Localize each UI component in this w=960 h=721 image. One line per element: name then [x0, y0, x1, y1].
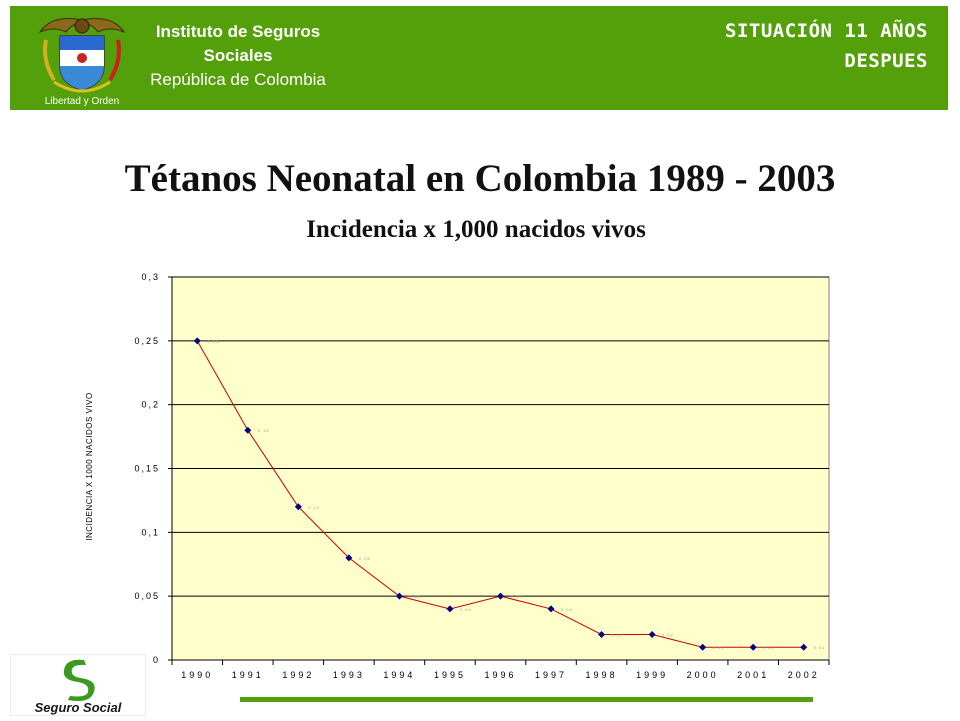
x-tick-label: 1991	[232, 670, 264, 680]
institute-line2: Sociales	[203, 46, 273, 65]
y-tick-label: 0,1	[141, 527, 160, 537]
x-tick-label: 2000	[687, 670, 719, 680]
x-tick-label: 1995	[434, 670, 466, 680]
data-label: 0,02	[662, 632, 674, 637]
data-point	[800, 643, 808, 651]
data-label: 0,04	[460, 607, 472, 612]
seguro-social-logo-icon: Seguro Social	[9, 653, 147, 717]
data-label: 0,18	[258, 428, 270, 433]
y-tick-label: 0,25	[134, 336, 160, 346]
x-tick-label: 1999	[636, 670, 668, 680]
x-tick-label: 1996	[484, 670, 516, 680]
y-tick-label: 0,05	[134, 591, 160, 601]
institute-line3: República de Colombia	[150, 70, 326, 89]
situation-line1: SITUACIÓN 11 AÑOS	[725, 20, 928, 42]
y-tick-label: 0,2	[141, 400, 160, 410]
situation-heading: SITUACIÓN 11 AÑOS DESPUES	[608, 16, 928, 76]
data-label: 0,05	[511, 594, 523, 599]
data-label: 0,01	[814, 645, 826, 650]
seguro-social-text: Seguro Social	[35, 700, 122, 715]
institute-line1: Instituto de Seguros	[155, 22, 321, 41]
x-tick-label: 2002	[788, 670, 820, 680]
y-tick-label: 0,15	[134, 464, 160, 474]
data-point	[193, 337, 201, 345]
x-tick-label: 1994	[383, 670, 415, 680]
situation-line2: DESPUES	[844, 50, 928, 72]
y-tick-label: 0	[153, 655, 160, 665]
data-point	[547, 605, 555, 613]
data-point	[598, 630, 606, 638]
data-label: 0,04	[561, 607, 573, 612]
y-axis-label: INCIDENCIA X 1000 NACIDOS VIVO	[85, 392, 94, 540]
data-label: 0,05	[409, 594, 421, 599]
data-point	[345, 554, 353, 562]
data-label: 0,25	[207, 339, 219, 344]
data-label: 0,01	[763, 645, 775, 650]
data-point	[648, 630, 656, 638]
x-tick-label: 1998	[586, 670, 618, 680]
x-tick-label: 2001	[737, 670, 769, 680]
data-point	[395, 592, 403, 600]
data-point	[749, 643, 757, 651]
data-label: 0,01	[713, 645, 725, 650]
institute-name: Instituto de Seguros Sociales República …	[138, 20, 338, 92]
chart-subtitle: Incidencia x 1,000 nacidos vivos	[306, 216, 646, 243]
data-point	[294, 503, 302, 511]
data-point	[446, 605, 454, 613]
footer-bar	[240, 697, 813, 702]
x-tick-label: 1990	[181, 670, 213, 680]
x-tick-label: 1997	[535, 670, 567, 680]
chart-title: Tétanos Neonatal en Colombia 1989 - 2003	[124, 157, 836, 200]
x-tick-label: 1993	[333, 670, 365, 680]
header-banner: Libertad y Orden Instituto de Seguros So…	[10, 6, 948, 110]
x-tick-label: 1992	[282, 670, 314, 680]
data-label: 0,08	[359, 556, 371, 561]
motto-text: Libertad y Orden	[45, 96, 120, 107]
data-point	[244, 426, 252, 434]
data-point	[497, 592, 504, 600]
y-tick-label: 0,3	[141, 272, 160, 282]
colombia-coat-of-arms-icon: Libertad y Orden	[32, 10, 132, 108]
data-point	[699, 643, 707, 651]
data-label: 0,02	[612, 632, 624, 637]
data-label: 0,12	[308, 505, 320, 510]
